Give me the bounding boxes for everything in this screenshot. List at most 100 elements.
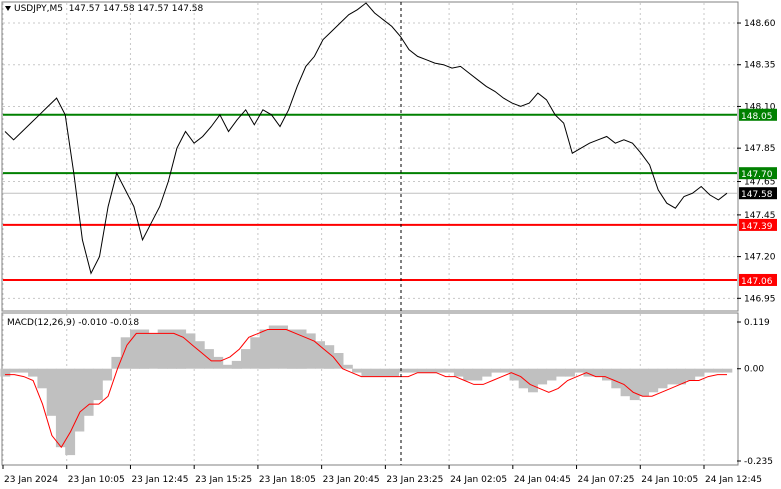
price-axis-label: 148.10 (744, 102, 776, 112)
macd-histogram-bar (453, 368, 464, 377)
macd-histogram-bar (491, 368, 501, 373)
time-axis-label: 23 Jan 10:05 (68, 475, 125, 485)
macd-histogram-bar (546, 368, 557, 381)
symbol-dropdown-icon[interactable] (5, 6, 11, 11)
macd-histogram-bar (509, 368, 520, 381)
time-axis-label: 23 Jan 23:25 (386, 475, 443, 485)
price-panel-frame (1, 1, 739, 312)
macd-histogram-bar (278, 325, 288, 369)
macd-histogram-bar (148, 333, 159, 369)
macd-histogram-bar (722, 368, 733, 373)
macd-histogram-bar (426, 368, 437, 373)
macd-histogram-bar (611, 368, 622, 389)
macd-readout: MACD(12,26,9) -0.010 -0.018 (7, 318, 140, 328)
symbol-label: USDJPY,M5 (14, 4, 63, 14)
macd-histogram-bar (537, 368, 548, 385)
price-axis-label: 147.85 (744, 144, 776, 154)
macd-histogram-bar (389, 368, 399, 377)
macd-header: MACD(12,26,9) -0.010 -0.018 (7, 318, 139, 329)
macd-histogram-bar (65, 368, 76, 456)
time-axis-label: 23 Jan 15:25 (195, 475, 252, 485)
macd-histogram-bar (46, 368, 57, 416)
last-price-label: 147.58 (741, 190, 773, 200)
macd-histogram-bar (185, 333, 196, 369)
time-axis-label: 23 Jan 20:45 (323, 475, 380, 485)
level-price-label: 147.39 (741, 222, 773, 232)
macd-histogram-bar (130, 329, 140, 369)
macd-histogram-bar (416, 368, 427, 373)
macd-histogram-bar (342, 364, 353, 369)
macd-histogram-bar (157, 329, 168, 369)
macd-histogram-bar (194, 341, 205, 369)
macd-histogram-bar (370, 368, 381, 377)
macd-histogram-bar (361, 368, 372, 377)
macd-panel-frame (1, 312, 739, 466)
macd-histogram-bar (435, 368, 446, 373)
macd-histogram-bar (565, 368, 575, 377)
ohlc-readout: 147.57 147.58 147.57 147.58 (68, 4, 204, 14)
time-axis-label: 24 Jan 02:05 (450, 475, 507, 485)
macd-histogram-bar (222, 364, 233, 369)
macd-histogram-bar (685, 368, 696, 381)
macd-histogram-bar (352, 368, 362, 373)
macd-histogram-bar (481, 368, 492, 377)
macd-histogram-bar (111, 356, 122, 369)
price-axis-label: 148.60 (744, 19, 776, 29)
macd-histogram-bar (444, 368, 455, 373)
chart-symbol-header: USDJPY,M5 147.57 147.58 147.57 147.58 (14, 4, 203, 15)
macd-histogram-bar (139, 329, 150, 369)
macd-histogram-bar (379, 368, 390, 377)
macd-histogram-bar (315, 341, 325, 369)
macd-histogram-bar (176, 329, 187, 369)
macd-histogram-bar (324, 345, 335, 369)
macd-histogram-bar (639, 368, 649, 397)
level-price-label: 148.05 (741, 112, 773, 122)
last-price-tag (739, 187, 777, 200)
macd-histogram-bar (0, 368, 11, 377)
macd-histogram-bar (620, 368, 631, 397)
time-axis-label: 23 Jan 18:05 (259, 475, 316, 485)
macd-axis-label: -0.235 (744, 457, 773, 467)
macd-histogram-bar (120, 337, 131, 369)
price-axis-label: 147.20 (744, 253, 776, 263)
macd-histogram-bar (333, 353, 344, 369)
macd-histogram-bar (657, 368, 668, 389)
macd-histogram-bar (407, 368, 418, 373)
price-axis-label: 146.95 (744, 294, 776, 304)
price-axis-label: 148.35 (744, 61, 776, 71)
macd-histogram-bar (213, 356, 224, 369)
macd-histogram-bar (268, 325, 279, 369)
time-axis-label: 23 Jan 12:45 (131, 475, 188, 485)
macd-histogram-bar (666, 368, 677, 385)
time-axis-label: 24 Jan 10:05 (641, 475, 698, 485)
macd-histogram-bar (55, 368, 66, 448)
price-axis-label: 147.45 (744, 211, 776, 221)
price-axis-label: 147.65 (744, 178, 776, 188)
macd-histogram-bar (703, 368, 714, 373)
macd-axis-label: 0.119 (744, 318, 770, 328)
macd-histogram-bar (592, 368, 603, 377)
macd-signal-line (5, 329, 727, 449)
time-axis-label: 23 Jan 2024 (4, 475, 58, 485)
macd-histogram-bar (574, 368, 585, 373)
time-axis-label: 24 Jan 12:45 (705, 475, 762, 485)
macd-histogram-bar (102, 368, 113, 381)
macd-histogram-bar (305, 333, 316, 369)
level-price-label: 147.70 (741, 170, 773, 180)
macd-histogram-bar (18, 368, 29, 373)
level-price-tag (739, 167, 777, 180)
macd-histogram-bar (602, 368, 612, 381)
macd-histogram-bar (241, 349, 251, 369)
macd-histogram-bar (37, 368, 48, 389)
macd-histogram-bar (167, 329, 177, 369)
macd-histogram-bar (528, 368, 538, 393)
macd-histogram-bar (500, 368, 511, 373)
level-price-label: 147.06 (741, 277, 773, 287)
macd-histogram-bar (250, 337, 261, 369)
macd-histogram-bar (629, 368, 640, 401)
time-axis-label: 24 Jan 07:25 (578, 475, 635, 485)
macd-histogram-bar (694, 368, 705, 377)
macd-histogram-bar (287, 329, 298, 369)
macd-histogram-bar (259, 329, 270, 369)
